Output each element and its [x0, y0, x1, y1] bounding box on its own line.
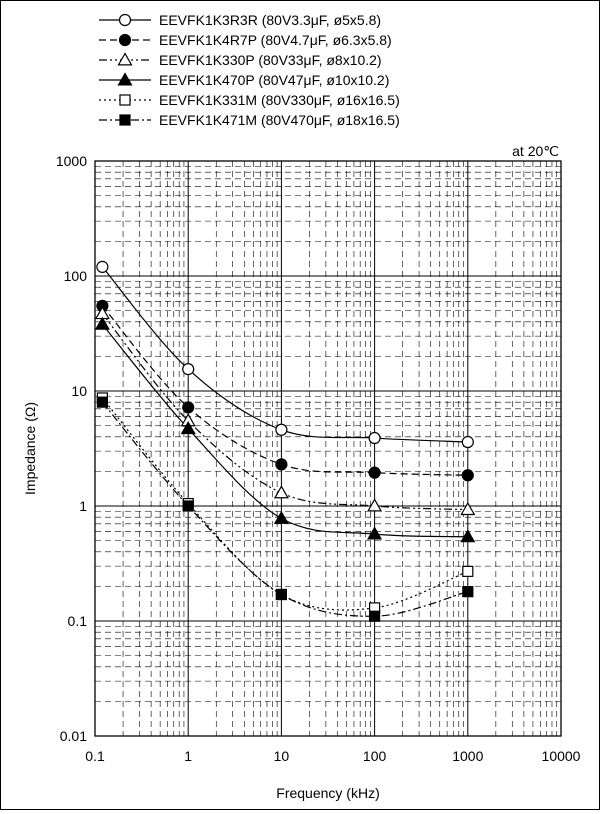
- series-markers: [94, 260, 476, 622]
- y-tick-label: 1: [79, 498, 87, 514]
- legend-marker-5: [119, 94, 131, 106]
- legend-label-2: EEVFK1K4R7P (80V4.7μF, ø6.3x5.8): [159, 32, 392, 48]
- y-tick-label: 0.1: [68, 613, 88, 629]
- legend-label-5: EEVFK1K331M (80V330μF, ø16x16.5): [159, 92, 400, 108]
- data-point-series-6: [182, 500, 194, 512]
- legend-label-3: EEVFK1K330P (80V33μF, ø8x10.2): [159, 52, 382, 68]
- data-point-series-1: [96, 260, 109, 273]
- x-tick-label: 1000: [452, 748, 483, 764]
- series-line-1: [101, 266, 468, 443]
- legend-label-4: EEVFK1K470P (80V47μF, ø10x10.2): [159, 72, 389, 88]
- tick-labels: 0.1 1 10 100 1000 10000 0.01 0.1 1 10 100 1000: [56, 153, 581, 764]
- data-point-series-4: [180, 420, 196, 435]
- x-tick-label: 100: [363, 748, 387, 764]
- legend-marker-6: [119, 114, 131, 126]
- data-point-series-3: [367, 498, 383, 512]
- series-line-3: [101, 313, 468, 511]
- y-tick-label: 1000: [56, 153, 87, 169]
- legend-label-6: EEVFK1K471M (80V470μF, ø18x16.5): [159, 112, 400, 128]
- x-tick-label: 1: [184, 748, 192, 764]
- temperature-annotation: at 20℃: [512, 143, 559, 159]
- data-point-series-1: [275, 423, 288, 436]
- data-point-series-3: [273, 485, 289, 499]
- series-line-4: [101, 323, 468, 538]
- data-point-series-6: [369, 610, 381, 622]
- data-point-series-3: [460, 501, 476, 516]
- x-axis-label: Frequency (kHz): [276, 785, 379, 801]
- y-tick-label: 0.01: [60, 728, 87, 744]
- data-point-series-5: [462, 565, 474, 577]
- y-axis-label: Impedance (Ω): [22, 402, 38, 495]
- data-point-series-4: [367, 526, 383, 540]
- data-point-series-4: [94, 316, 110, 330]
- x-tick-label: 10: [274, 748, 290, 764]
- data-point-series-2: [368, 466, 381, 479]
- plot-area-border: [94, 160, 562, 737]
- legend-marker-4: [117, 72, 133, 86]
- series-line-2: [101, 305, 468, 476]
- y-tick-label: 10: [71, 383, 87, 399]
- series-line-6: [101, 401, 468, 617]
- legend-marker-1: [118, 13, 132, 27]
- data-point-series-2: [275, 458, 288, 471]
- data-point-series-2: [461, 469, 474, 482]
- data-point-series-6: [96, 396, 108, 408]
- y-tick-label: 100: [64, 268, 88, 284]
- data-point-series-1: [368, 431, 381, 445]
- data-point-series-2: [182, 401, 195, 414]
- data-point-series-4: [273, 510, 289, 524]
- data-point-series-4: [460, 529, 476, 543]
- data-point-series-6: [275, 588, 287, 601]
- x-tick-label: 10000: [542, 748, 581, 764]
- data-point-series-6: [462, 586, 474, 598]
- legend: EEVFK1K3R3R (80V3.3μF, ø5x5.8) EEVFK1K4R7…: [99, 12, 400, 128]
- x-tick-label: 0.1: [85, 748, 105, 764]
- legend-marker-3: [117, 52, 133, 66]
- series-curves: [101, 266, 469, 617]
- legend-marker-2: [118, 33, 132, 47]
- grid: [95, 161, 561, 736]
- data-point-series-1: [182, 363, 195, 376]
- legend-label-1: EEVFK1K3R3R (80V3.3μF, ø5x5.8): [159, 12, 381, 28]
- data-point-series-1: [461, 435, 474, 449]
